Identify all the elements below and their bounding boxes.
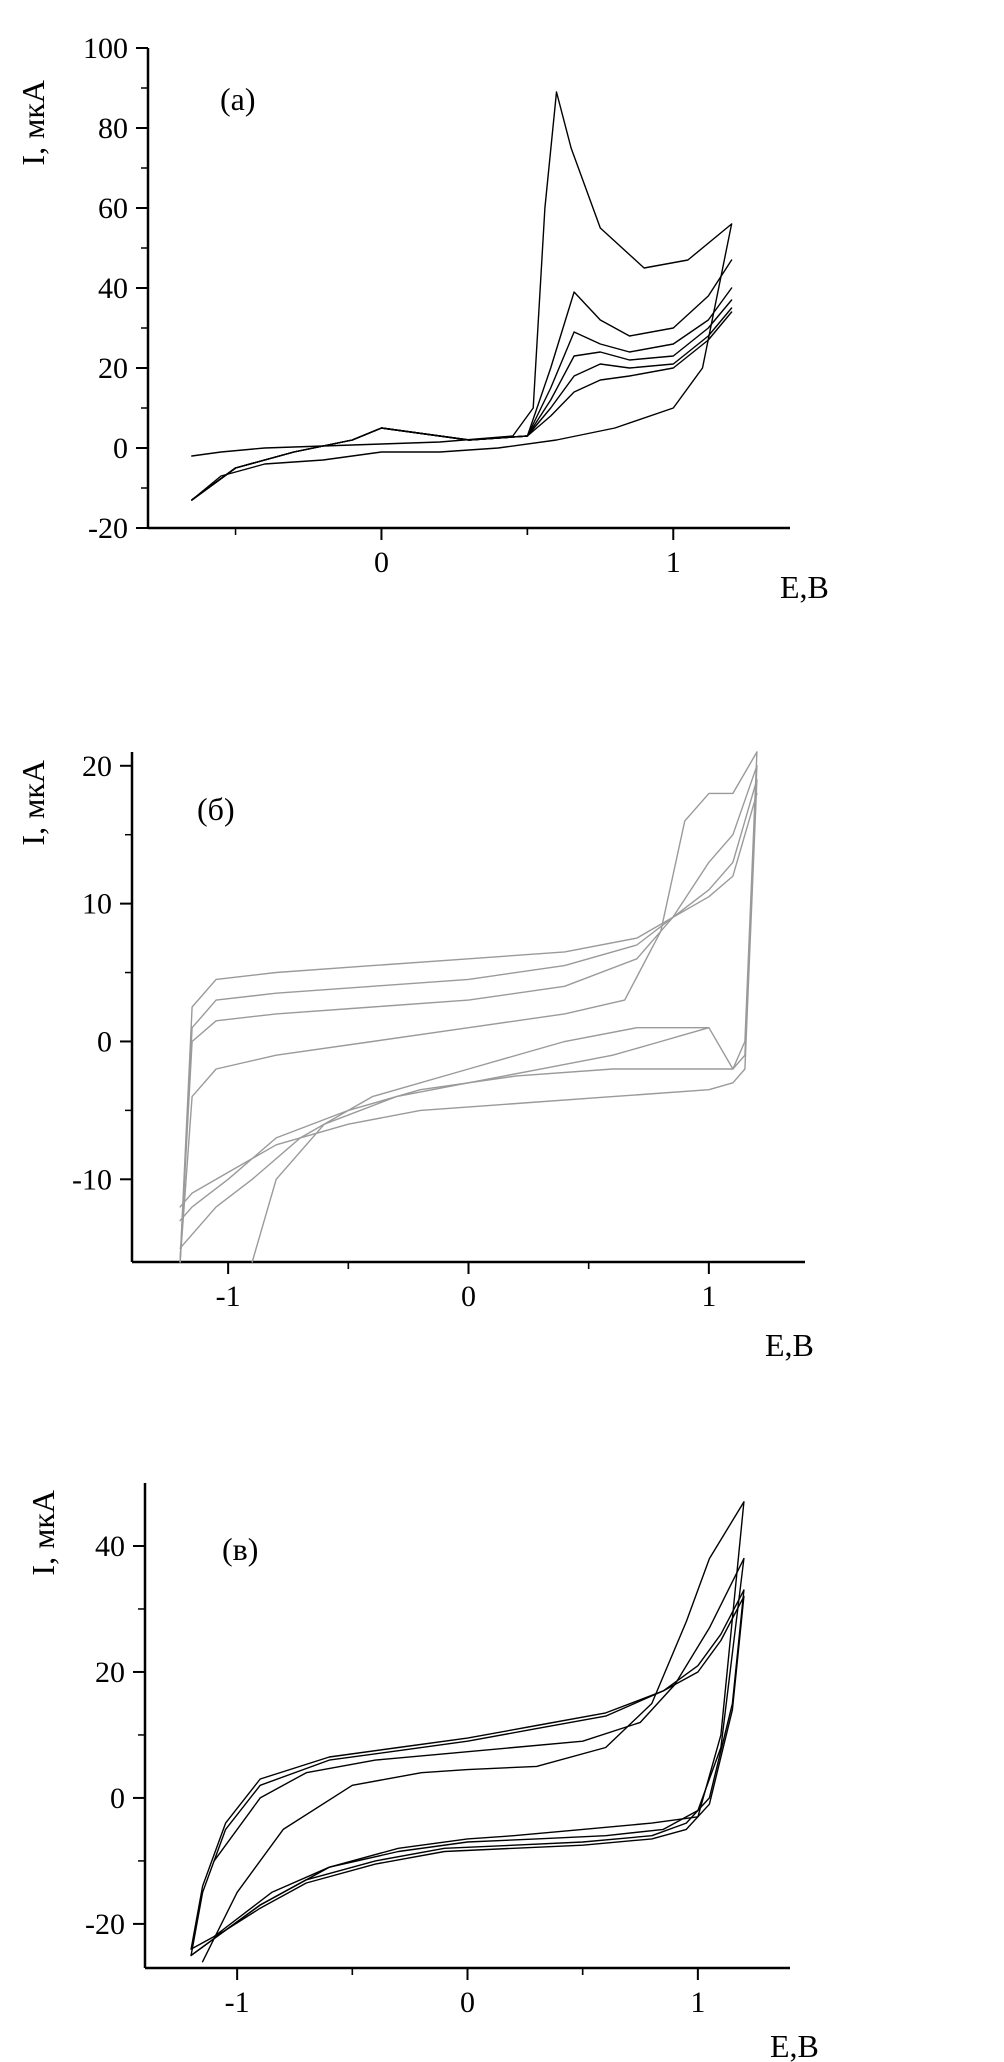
series-line-8	[251, 1027, 710, 1263]
chart-panel-c: -20 0 20 40 -1 0 1 E,B I, мкА (в)	[25, 1483, 819, 2062]
x-tick-label: -1	[225, 1986, 250, 2019]
y-tick-label: 40	[98, 272, 128, 305]
y-tick-label: 20	[95, 1656, 125, 1689]
series-line-4	[190, 1595, 745, 1950]
series-line-3	[190, 1595, 745, 1950]
series-line-6	[191, 307, 733, 501]
series-line-2	[179, 765, 758, 1263]
y-tick-label: 80	[98, 112, 128, 145]
x-tick-label: 1	[666, 546, 681, 579]
panel-label: (б)	[197, 791, 235, 827]
y-axis-title: I, мкА	[15, 80, 51, 166]
series-line-5	[201, 1501, 745, 1963]
series-line-6	[179, 765, 758, 1222]
series-line-7	[213, 1557, 745, 1862]
series-line-1	[191, 91, 733, 457]
x-axis-title: E,B	[780, 569, 829, 605]
y-tick-label: 20	[98, 352, 128, 385]
x-axis-title: E,B	[765, 1327, 814, 1363]
y-tick-label: -10	[72, 1163, 112, 1196]
series-line-1	[190, 1589, 745, 1957]
series-line-4	[191, 287, 733, 501]
series-line-8	[213, 1557, 745, 1938]
y-tick-label: -20	[88, 512, 128, 545]
y-axis-title: I, мкА	[25, 1490, 61, 1576]
series-line-2	[191, 223, 733, 501]
x-tick-label: -1	[216, 1280, 241, 1313]
y-tick-label: 20	[82, 750, 112, 783]
x-tick-label: 0	[374, 546, 389, 579]
series-line-1	[179, 751, 758, 1263]
y-tick-label: 0	[97, 1025, 112, 1058]
y-tick-label: 40	[95, 1530, 125, 1563]
series-line-3	[179, 778, 758, 1263]
series-line-7	[191, 311, 733, 501]
y-tick-label: 10	[82, 888, 112, 921]
x-tick-label: 1	[701, 1280, 716, 1313]
series-line-7	[179, 778, 758, 1208]
y-tick-label: 100	[83, 32, 128, 65]
y-tick-label: 0	[110, 1782, 125, 1815]
y-tick-label: -20	[85, 1908, 125, 1941]
series-line-6	[190, 1501, 745, 1957]
chart-panel-a: -20 0 20 40 60 80 100 0 1 E,B I, мкА (а)	[15, 32, 829, 605]
series-line-5	[191, 299, 733, 501]
x-tick-label: 1	[690, 1986, 705, 2019]
panel-label: (в)	[222, 1531, 258, 1567]
y-tick-label: 60	[98, 192, 128, 225]
y-tick-label: 0	[113, 432, 128, 465]
panel-label: (а)	[220, 81, 256, 117]
x-tick-label: 0	[461, 1280, 476, 1313]
x-axis-title: E,B	[770, 2028, 819, 2062]
series-line-5	[179, 751, 758, 1249]
x-tick-label: 0	[460, 1986, 475, 2019]
series-line-4	[179, 792, 758, 1263]
y-axis-title: I, мкА	[15, 760, 51, 846]
